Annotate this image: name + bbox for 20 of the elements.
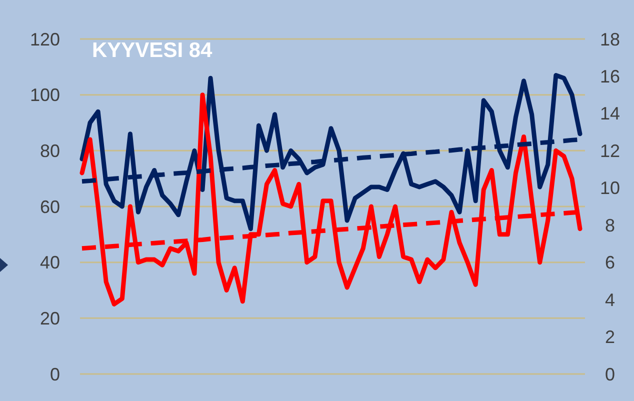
y-tick-label: 0: [50, 364, 60, 384]
y2-tick-label: 14: [600, 104, 620, 124]
y2-tick-label: 18: [600, 29, 620, 50]
y-tick-label: 120: [30, 29, 60, 50]
y2-tick-label: 0: [604, 364, 616, 384]
line-series: [80, 92, 582, 306]
y-tick-label: 80: [40, 140, 60, 161]
y2-tick-label: 8: [604, 215, 616, 236]
y2-tick-label: 2: [604, 327, 616, 348]
y2-tick-label: 12: [600, 140, 620, 161]
y-tick-label: 60: [40, 196, 60, 217]
y2-tick-label: 16: [600, 66, 620, 87]
y2-tick-label: 6: [604, 252, 616, 273]
chart-title: KYYVESI 84: [92, 39, 213, 62]
y2-tick-label: 4: [604, 290, 616, 310]
y-tick-label: 20: [40, 308, 60, 328]
y-tick-label: 100: [30, 85, 60, 106]
y2-tick-label: 10: [600, 178, 620, 198]
line-series: [80, 73, 582, 232]
y-tick-label: 40: [40, 252, 60, 273]
